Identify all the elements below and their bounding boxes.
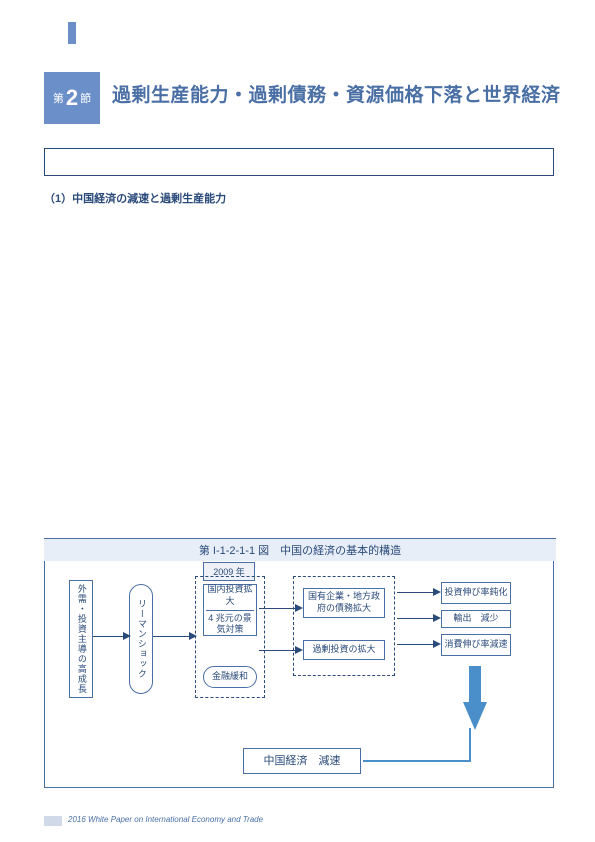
chapter-prefix: 第: [53, 90, 64, 106]
big-arrow-turn: [363, 760, 471, 762]
structure-diagram: 第 I-1-2-1-1 図 中国の経済の基本的構造 2009 年 外需・投資主導…: [44, 556, 554, 788]
arrowhead-3b: [295, 646, 303, 654]
chapter-number: 2: [66, 85, 78, 111]
node-export-decline: 輸出 減少: [441, 610, 511, 628]
arrowhead-3: [295, 604, 303, 612]
big-arrow-head: [463, 702, 487, 730]
arrowhead-6: [433, 640, 441, 648]
node-stimulus-bottom: 4 兆元の景気対策: [206, 611, 254, 638]
node-consume-slow: 消費伸び率減速: [441, 634, 511, 656]
arrow-4: [397, 592, 437, 593]
big-arrow-stem: [469, 666, 481, 704]
node-monetary-easing: 金融緩和: [203, 666, 257, 688]
arrow-3: [259, 608, 299, 609]
subsection-heading: （1）中国経済の減速と過剰生産能力: [44, 190, 226, 206]
node-stimulus: 国内投資拡大 4 兆元の景気対策: [203, 584, 257, 636]
node-overinvest: 過剰投資の拡大: [303, 640, 385, 660]
node-external-demand: 外需・投資主導の高成長: [69, 580, 93, 698]
node-debt-expansion: 国有企業・地方政府の債務拡大: [303, 588, 385, 618]
arrowhead-1: [123, 632, 131, 640]
footer-accent: [44, 816, 62, 826]
node-china-slowdown: 中国経済 減速: [243, 748, 361, 774]
arrowhead-4: [433, 588, 441, 596]
chapter-suffix: 節: [80, 90, 91, 106]
big-arrow-vert2: [469, 728, 471, 762]
arrow-1: [93, 636, 127, 637]
node-lehman: リーマンショック: [129, 584, 153, 694]
arrow-5: [397, 618, 437, 619]
footer-text: 2016 White Paper on International Econom…: [68, 815, 263, 824]
arrowhead-2: [189, 632, 197, 640]
arrow-3b: [259, 650, 299, 651]
arrow-6: [397, 644, 437, 645]
section-bar: [44, 148, 554, 176]
chapter-badge: 第 2 節: [44, 72, 100, 124]
diagram-title: 第 I-1-2-1-1 図 中国の経済の基本的構造: [44, 538, 556, 561]
node-invest-slow: 投資伸び率鈍化: [441, 582, 511, 604]
node-stimulus-top: 国内投資拡大: [206, 582, 254, 610]
arrowhead-5: [433, 614, 441, 622]
arrow-2: [153, 636, 193, 637]
top-accent-bar: [68, 22, 76, 44]
page-title: 過剰生産能力・過剰債務・資源価格下落と世界経済: [112, 80, 561, 107]
